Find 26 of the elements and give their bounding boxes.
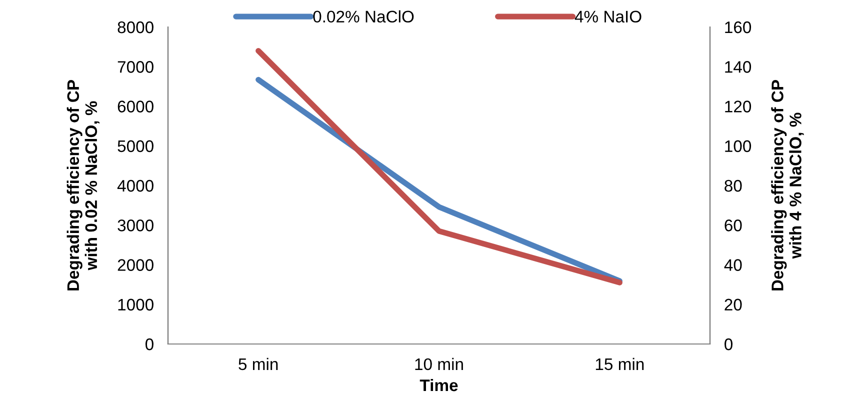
x-axis-title: Time [420, 378, 458, 392]
y-tick-label: 3000 [118, 220, 154, 232]
x-tick-label: 15 min [596, 358, 644, 370]
x-tick-label: 5 min [238, 358, 278, 370]
y-tick-label: 4000 [117, 180, 154, 192]
y2-tick-label: 80 [724, 180, 742, 192]
y2-tick-label: 160 [725, 21, 752, 34]
legend-label: 0.02% NaClO [313, 10, 414, 23]
x-tick-label: 10 min [415, 358, 463, 370]
y-tick-label: 1000 [118, 298, 154, 311]
legend-label: 4% NaIO [574, 10, 642, 23]
y2-tick-label: 120 [725, 100, 752, 112]
y2-tick-label: 140 [725, 61, 752, 73]
y-tick-label: 2000 [118, 259, 154, 271]
y2-tick-label: 60 [724, 220, 742, 232]
y-tick-label: 8000 [118, 21, 154, 34]
y2-tick-label: 100 [725, 140, 752, 152]
y-tick-label: 7000 [118, 61, 154, 73]
y-axis-title: Degrading efficiency of CP with 0.02 % NaClO, % [66, 80, 100, 290]
y2-tick-label: 0 [724, 338, 733, 350]
y-tick-label: 0 [145, 338, 154, 350]
y2-tick-label: 20 [724, 298, 742, 311]
y-tick-label: 5000 [118, 140, 154, 152]
y2-tick-label: 40 [724, 259, 742, 271]
y-tick-label: 6000 [118, 100, 154, 112]
y2-axis-title: Degrading efficiency of CP with 4 % NaClO, % [771, 80, 804, 290]
